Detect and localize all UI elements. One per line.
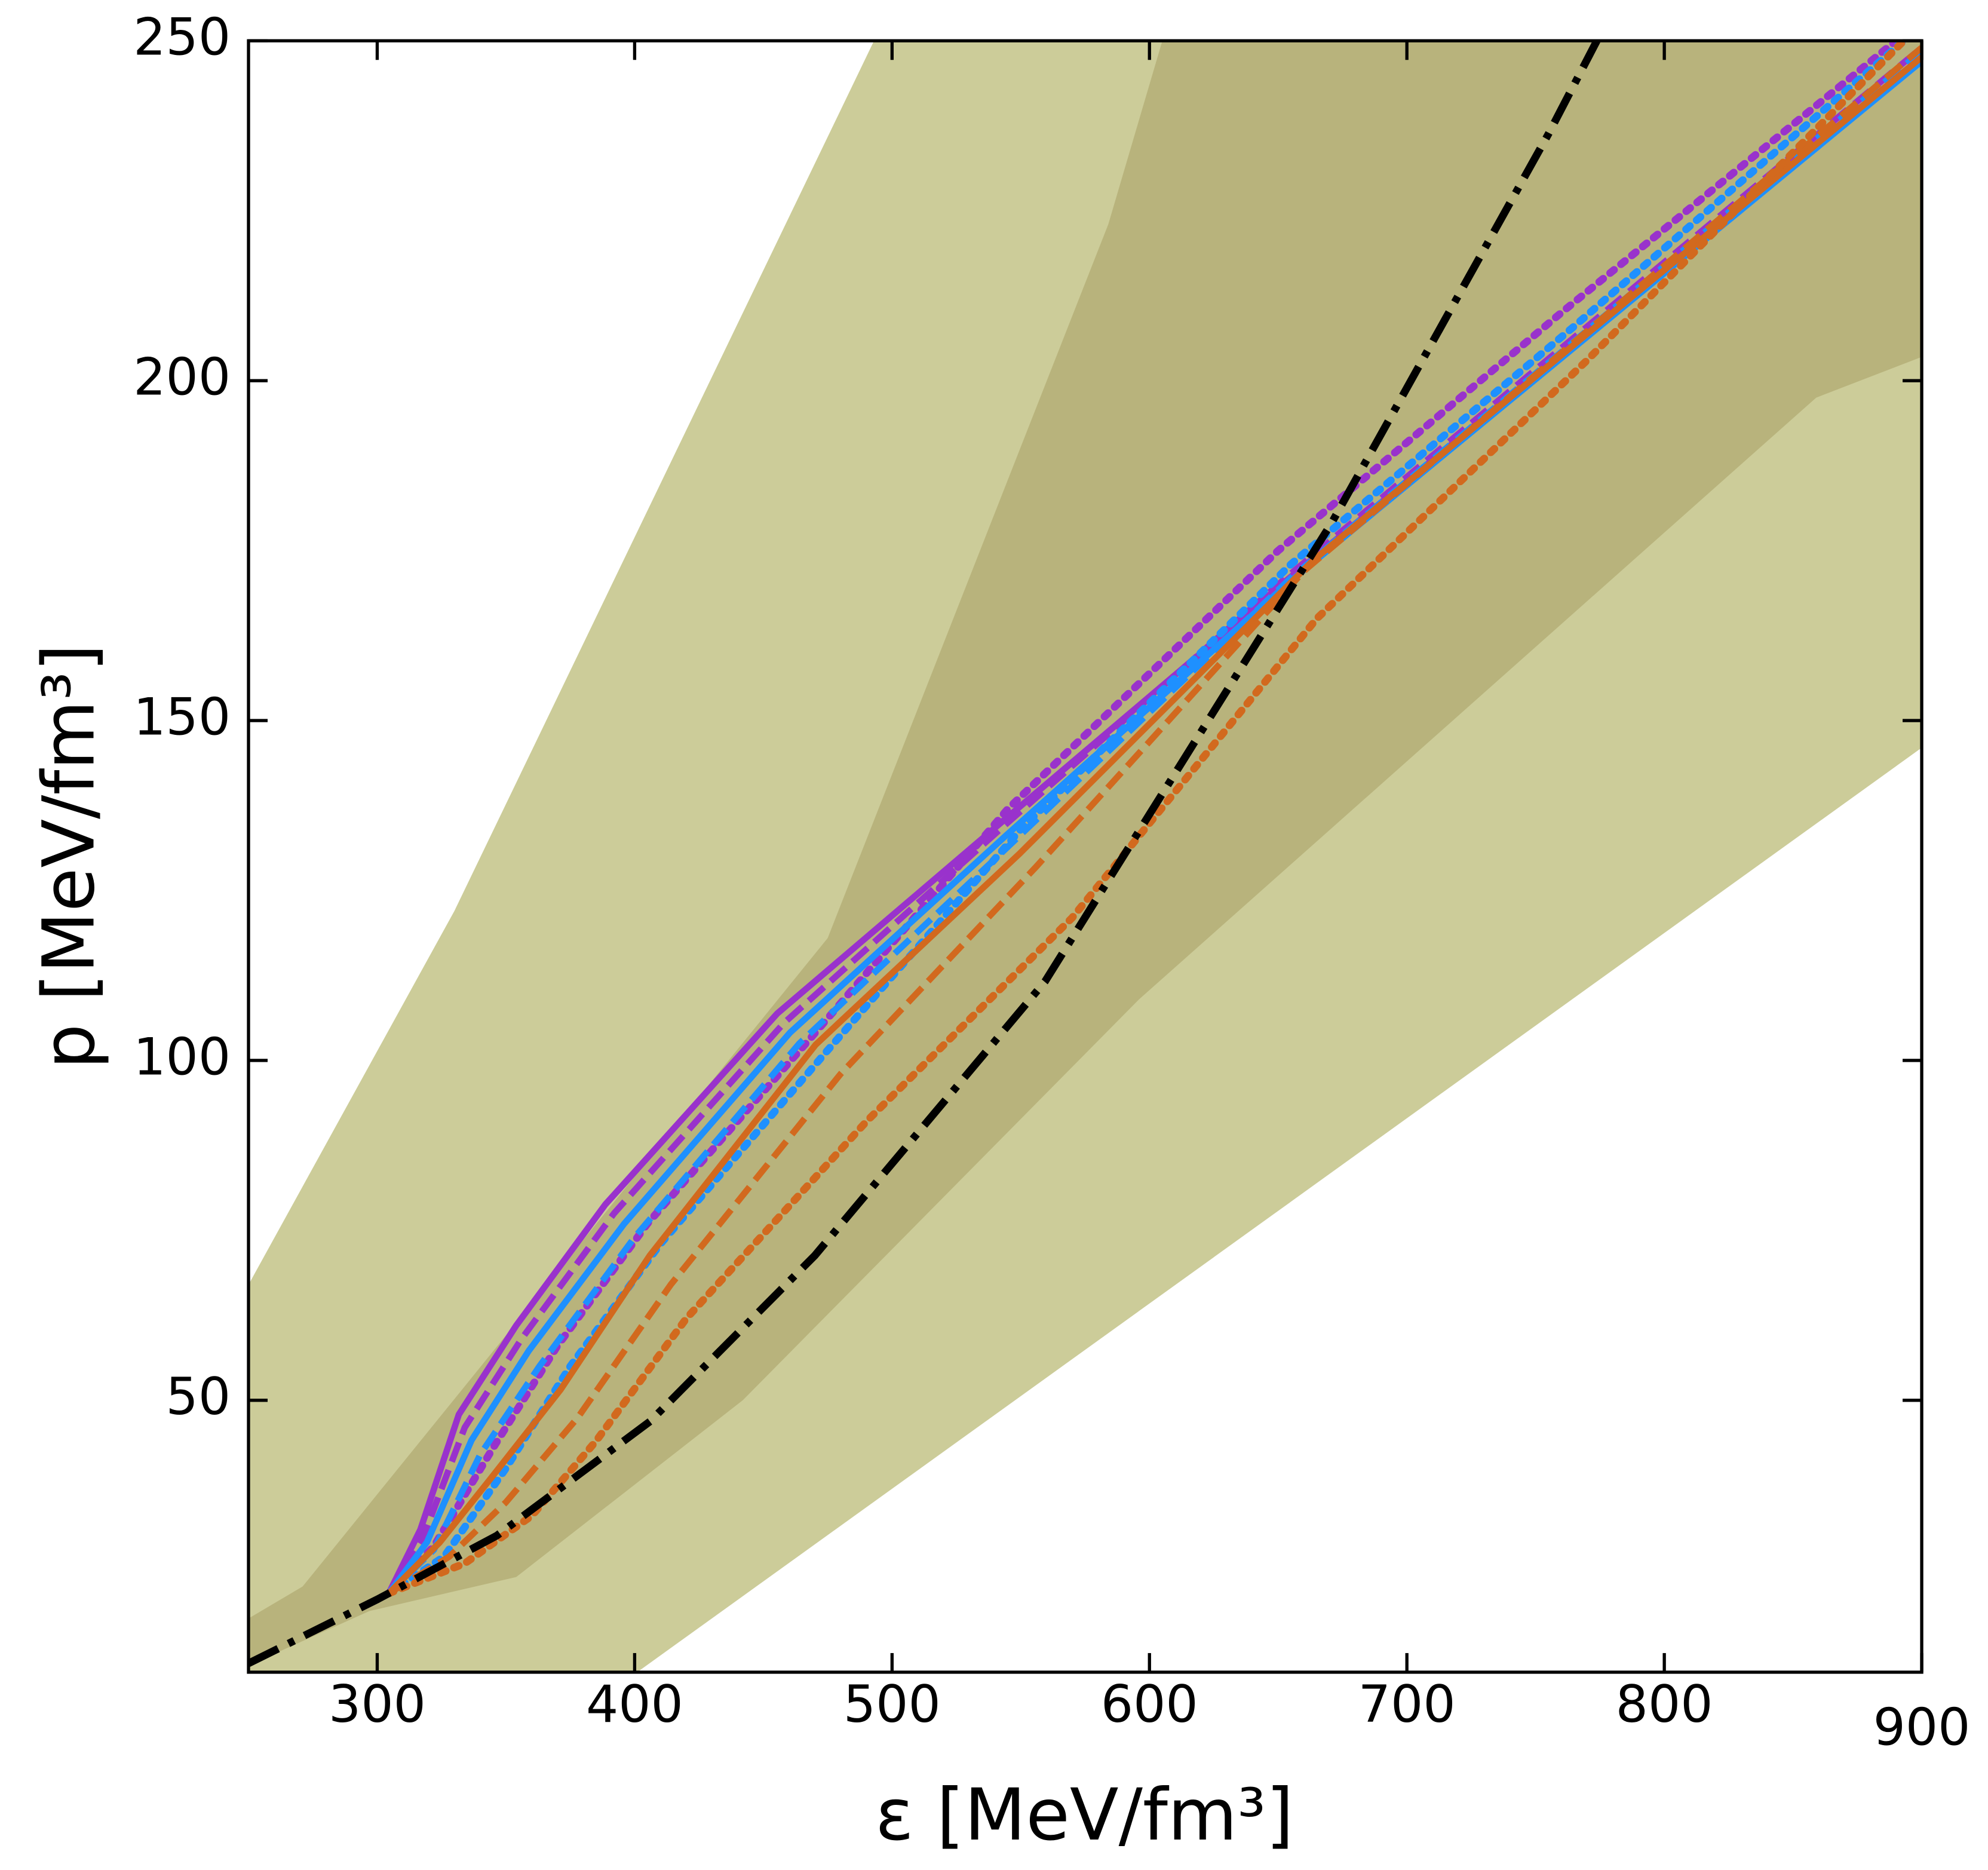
band bbox=[249, 41, 1922, 1666]
x-tick-label: 500 bbox=[843, 1675, 941, 1734]
x-tick-label: 600 bbox=[1101, 1675, 1198, 1734]
series-line bbox=[385, 41, 1908, 1598]
y-axis-label: p [MeV/fm³] bbox=[27, 644, 111, 1069]
series-line bbox=[385, 41, 1908, 1598]
x-tick-label: 800 bbox=[1616, 1675, 1713, 1734]
plot-area bbox=[249, 41, 1922, 1672]
y-tick-label: 100 bbox=[133, 1028, 231, 1087]
series-line bbox=[249, 41, 1600, 1667]
y-tick-label: 250 bbox=[133, 8, 231, 68]
x-tick-label: 700 bbox=[1358, 1675, 1456, 1734]
series-line bbox=[387, 45, 1922, 1596]
x-tick-label: 400 bbox=[586, 1675, 683, 1734]
x-axis-label: ε [MeV/fm³] bbox=[875, 1774, 1294, 1857]
x-tick-label: 300 bbox=[329, 1675, 426, 1734]
series-line bbox=[386, 48, 1922, 1596]
series-line bbox=[386, 54, 1922, 1596]
series-line bbox=[385, 41, 1900, 1598]
x-tick-label: 900 bbox=[1873, 1698, 1971, 1757]
y-tick-label: 150 bbox=[133, 688, 231, 747]
y-tick-label: 50 bbox=[166, 1368, 231, 1427]
y-tick-label: 200 bbox=[133, 348, 231, 407]
plot-frame bbox=[247, 39, 1923, 1674]
